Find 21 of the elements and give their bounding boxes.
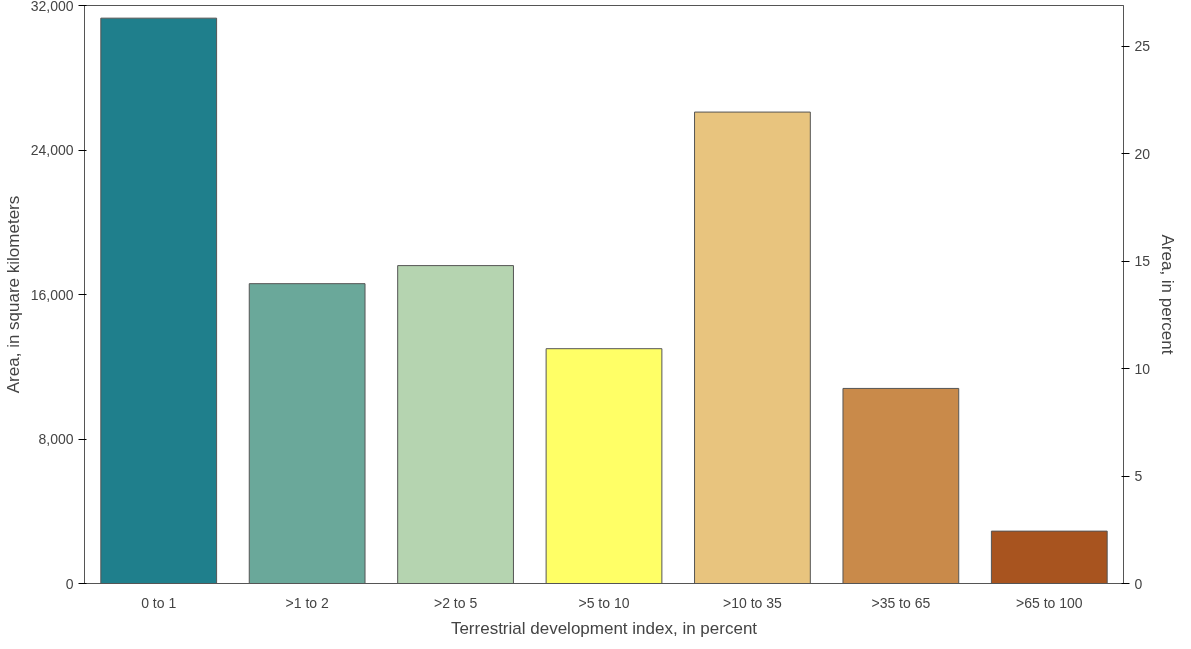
x-tick-label: >65 to 100: [1016, 594, 1083, 611]
x-tick-label: 0 to 1: [141, 594, 177, 611]
x-axis-title: Terrestrial development index, in percent: [450, 618, 758, 638]
y2-tick-label: 25: [1134, 38, 1151, 55]
x-tick-label: >2 to 5: [433, 594, 478, 611]
y2-tick-label: 0: [1134, 575, 1143, 592]
y-tick-label: 16,000: [30, 286, 74, 303]
y-axis-title: Area, in square kilometers: [3, 195, 23, 394]
y2-axis-title: Area, in percent: [1158, 234, 1178, 355]
x-tick-label: >5 to 10: [578, 594, 630, 611]
y-tick-label: 8,000: [38, 431, 74, 447]
x-tick-label: >10 to 35: [723, 594, 783, 611]
y2-tick-label: 15: [1134, 253, 1151, 270]
y-tick-label: 0: [65, 575, 74, 592]
y2-tick-label: 10: [1134, 360, 1151, 377]
y2-tick-label: 20: [1134, 145, 1151, 162]
y-tick-label: 32,000: [30, 0, 74, 14]
y-tick-label: 24,000: [30, 142, 74, 158]
y2-tick-label: 5: [1134, 468, 1143, 485]
x-tick-label: >1 to 2: [285, 594, 329, 611]
x-tick-label: >35 to 65: [871, 594, 931, 611]
